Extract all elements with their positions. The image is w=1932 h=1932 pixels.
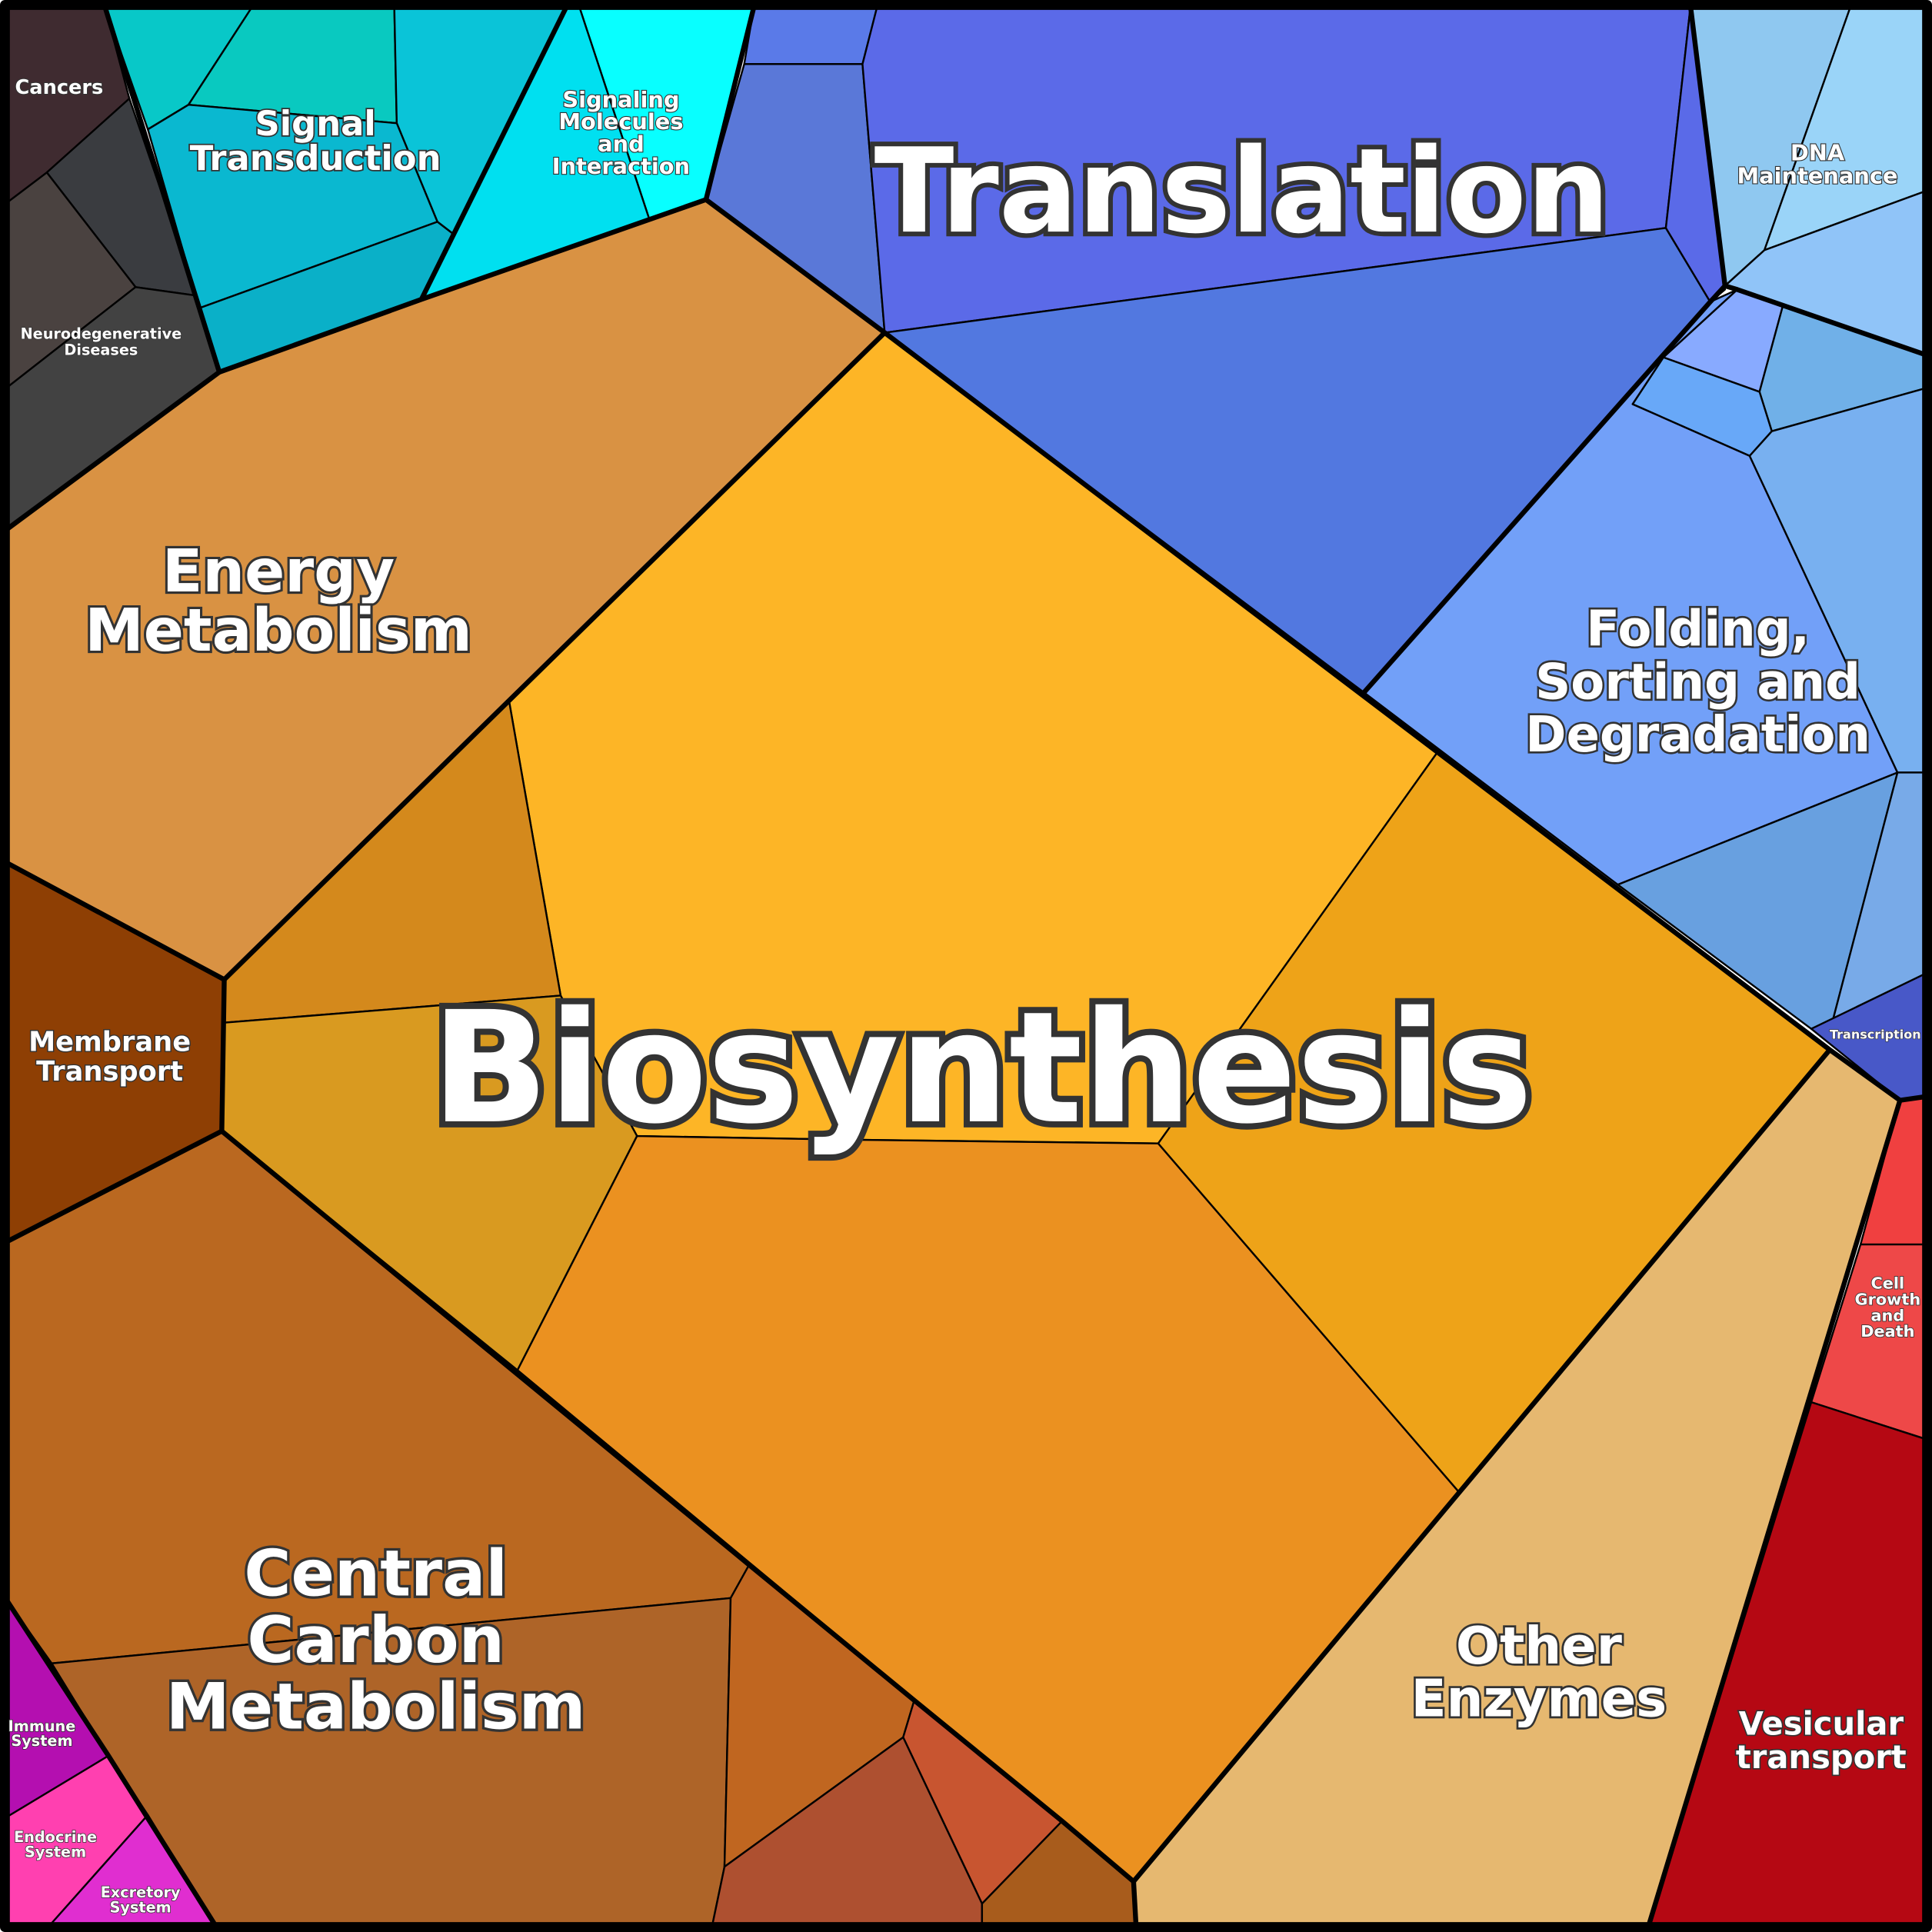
label-line: Enzymes (1411, 1669, 1667, 1729)
region-label: Membrane Transport (28, 1027, 191, 1088)
border (1362, 5, 1728, 695)
label-line: Degradation (1525, 707, 1870, 764)
border (220, 1048, 1832, 1884)
border (1646, 1099, 1903, 1927)
label-line: Excretory (101, 1884, 181, 1901)
region-label: Immune System (8, 1717, 76, 1750)
label-line: Endocrine (14, 1828, 97, 1846)
label-line: System (11, 1732, 72, 1750)
label-line: and (598, 131, 645, 157)
label-line: Carbon (247, 1603, 505, 1677)
label-line: Metabolism (85, 597, 472, 665)
label-line: Neurodegenerative (21, 325, 182, 343)
label-line: and (1870, 1306, 1904, 1324)
label-line: Sorting and (1535, 654, 1860, 711)
label-line: DNA (1790, 139, 1845, 165)
border (419, 5, 569, 301)
region-label: Signal Transduction (190, 103, 441, 178)
border (1724, 283, 1927, 358)
label-line: Growth (1855, 1291, 1921, 1309)
border (218, 5, 757, 375)
label-line: Energy (162, 538, 395, 606)
label-line: Immune (8, 1717, 76, 1735)
region-label: Folding, Sorting and Degradation (1525, 601, 1870, 764)
region-label: Transcription (1830, 1028, 1921, 1042)
border (4, 1597, 218, 1927)
label-line: Vesicular (1739, 1705, 1904, 1743)
label-line: Other (1456, 1616, 1622, 1676)
label-line: Signal (255, 103, 375, 144)
label-line: Transcription (1830, 1028, 1921, 1042)
cells (5, 5, 1927, 1927)
border (883, 330, 1927, 1103)
label-line: Molecules (558, 108, 683, 135)
border (5, 197, 888, 982)
label-line: Interaction (552, 153, 690, 179)
label-line: Death (1860, 1322, 1914, 1341)
region-label: Endocrine System (14, 1828, 97, 1860)
region-label: Cell Growth and Death (1855, 1274, 1921, 1341)
label-line: Signaling (562, 86, 679, 112)
region-label: Excretory System (101, 1884, 181, 1916)
label-line: System (110, 1898, 172, 1916)
border (1131, 1881, 1139, 1927)
label-line: Biosynthesis (431, 979, 1533, 1158)
cell (743, 5, 878, 65)
label-line: Cell (1870, 1274, 1904, 1293)
region-label: Energy Metabolism (85, 538, 472, 665)
label-line: Diseases (64, 341, 138, 358)
region-label: Cancers (15, 76, 103, 99)
label-line: Membrane (28, 1027, 191, 1058)
region-label: Central Carbon Metabolism (166, 1537, 586, 1744)
label-line: transport (1736, 1738, 1907, 1776)
region-label: Translation (874, 123, 1610, 259)
label-line: Central (244, 1537, 508, 1611)
label-line: Maintenance (1737, 163, 1897, 189)
label-line: Transduction (190, 138, 441, 178)
region-label: Other Enzymes (1411, 1616, 1667, 1729)
label-line: Translation (874, 123, 1610, 259)
region-label: Vesicular transport (1736, 1705, 1907, 1776)
label-line: System (25, 1843, 86, 1860)
region-label: Biosynthesis (431, 979, 1533, 1158)
label-line: Transport (36, 1056, 183, 1088)
region-label: DNA Maintenance (1737, 139, 1897, 188)
label-line: Metabolism (166, 1670, 586, 1744)
label-line: Cancers (15, 76, 103, 99)
region-label: Signaling Molecules and Interaction (552, 86, 690, 179)
region-label: Neurodegenerative Diseases (21, 325, 182, 359)
label-line: Folding, (1586, 601, 1810, 658)
